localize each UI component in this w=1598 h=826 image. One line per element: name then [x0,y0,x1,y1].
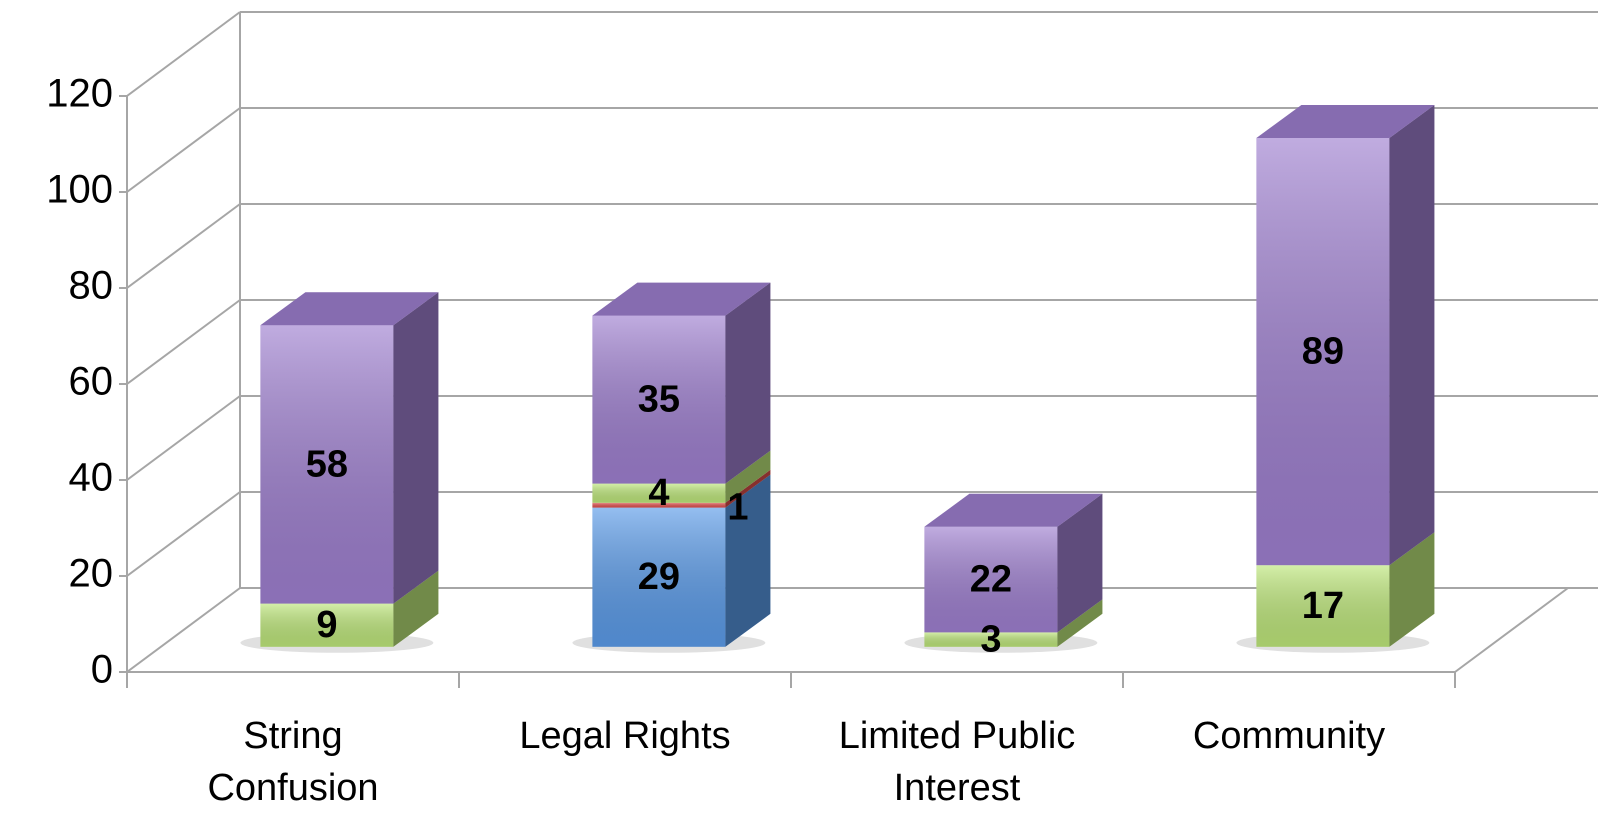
data-label: 1 [727,487,748,529]
data-label: 4 [648,472,669,514]
bar-shine [924,632,1058,647]
bar-side-shade [1057,493,1103,633]
grid-line [126,107,241,193]
bar-shine [592,483,726,503]
bar-side [1057,599,1103,647]
bar-top-shade [592,282,771,316]
bar-side-shade [1057,599,1103,647]
bar-shine [1256,138,1390,566]
bar-side [725,474,771,647]
grid-line [126,587,241,673]
bar-side [725,469,771,508]
bar-side [725,450,771,503]
bar-side [1389,105,1435,566]
y-tick-label: 80 [69,264,114,308]
y-tick-label: 100 [46,168,113,212]
grid-line [126,203,241,289]
bar-shine [924,526,1058,633]
bar-top-shade [1256,105,1435,138]
data-label: 35 [638,379,680,421]
data-label: 17 [1302,585,1344,627]
data-label: 89 [1302,331,1344,373]
bar-top [1256,105,1435,138]
bar-side [393,570,439,647]
data-label: 58 [306,443,348,485]
data-label: 3 [980,619,1001,661]
data-label: 9 [316,604,337,646]
bar-side-shade [725,469,771,508]
bar-side [1057,493,1103,633]
bar-shine [592,507,726,647]
bar-side-shade [393,570,439,647]
grid-line [126,491,241,577]
bar-side-shade [725,450,771,503]
bar-top [924,493,1103,527]
bar-side-shade [393,292,439,604]
bar-top [260,292,439,326]
x-tick-label: Community [1192,715,1386,757]
x-tick-label: Limited Public Interest [838,715,1076,809]
x-tick-label: String Confusion [207,715,379,809]
y-tick-label: 60 [69,360,114,404]
bar-side-shade [1389,532,1435,647]
x-tick-label: Legal Rights [519,715,731,757]
bar-top-shade [924,493,1103,527]
floor-edge [1454,587,1569,673]
bar-side-shade [725,474,771,647]
bar-side [1389,532,1435,647]
bar-top [592,282,771,316]
bar-top-shade [260,292,439,326]
bar-shine [592,502,726,508]
bar-side [393,292,439,604]
data-label: 29 [638,556,680,598]
bar-side-shade [725,282,771,484]
bar-shine [1256,565,1390,647]
bar-side-shade [1389,105,1435,566]
y-tick-label: 20 [69,552,114,596]
bar-shine [260,603,394,647]
bar-shine [592,315,726,484]
y-tick-label: 120 [46,72,113,116]
grid-line [126,395,241,481]
y-tick-label: 0 [91,648,113,692]
grid-line [126,11,241,97]
bar-side [725,282,771,484]
y-tick-label: 40 [69,456,114,500]
data-label: 22 [970,559,1012,601]
bar-shine [260,325,394,604]
grid-line [126,299,241,385]
